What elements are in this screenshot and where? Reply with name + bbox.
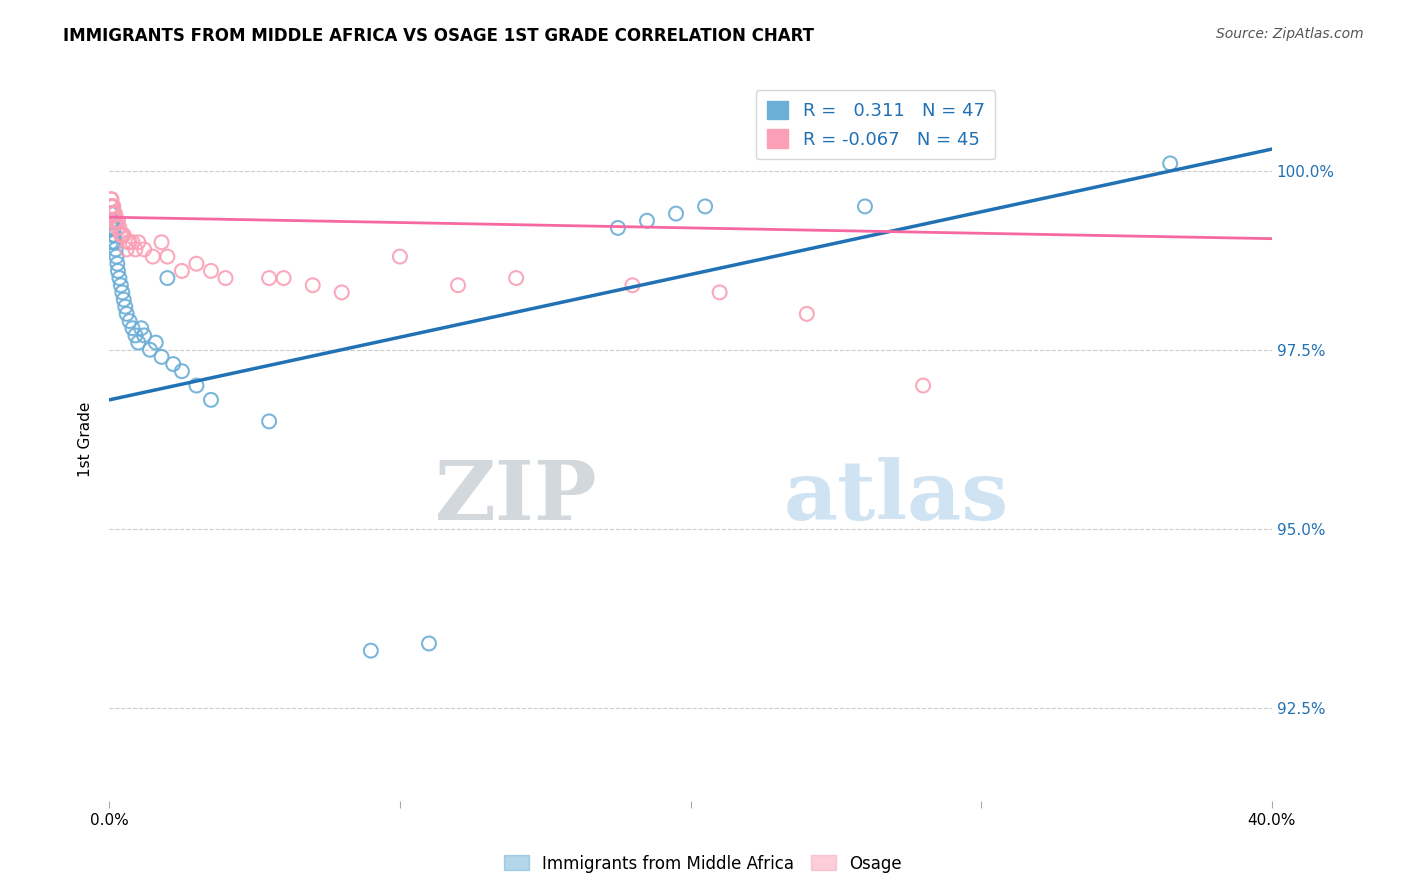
Point xyxy=(709,285,731,300)
Point xyxy=(388,250,411,264)
Point xyxy=(129,321,152,335)
Point xyxy=(103,228,125,243)
Point xyxy=(100,192,122,206)
Point xyxy=(107,213,129,227)
Point xyxy=(257,271,280,285)
Point xyxy=(115,307,138,321)
Point xyxy=(104,235,127,250)
Point xyxy=(110,278,132,293)
Point xyxy=(447,278,470,293)
Point xyxy=(606,221,628,235)
Point xyxy=(257,414,280,428)
Point xyxy=(145,335,167,350)
Point xyxy=(101,199,124,213)
Text: atlas: atlas xyxy=(783,458,1008,537)
Point xyxy=(186,378,208,392)
Point xyxy=(105,250,128,264)
Point xyxy=(1159,156,1181,170)
Point xyxy=(103,221,125,235)
Point xyxy=(103,235,125,250)
Point xyxy=(118,235,141,250)
Point xyxy=(127,235,149,250)
Point xyxy=(101,199,124,213)
Point xyxy=(142,250,165,264)
Point xyxy=(360,643,382,657)
Point xyxy=(110,228,132,243)
Point xyxy=(101,206,124,220)
Point xyxy=(100,235,122,250)
Point xyxy=(796,307,818,321)
Point xyxy=(112,293,135,307)
Point xyxy=(104,243,127,257)
Point xyxy=(665,206,688,220)
Point xyxy=(101,221,124,235)
Point xyxy=(103,221,125,235)
Point xyxy=(108,271,131,285)
Text: Source: ZipAtlas.com: Source: ZipAtlas.com xyxy=(1216,27,1364,41)
Point xyxy=(621,278,644,293)
Point xyxy=(200,264,222,278)
Point xyxy=(100,213,122,227)
Y-axis label: 1st Grade: 1st Grade xyxy=(79,401,93,477)
Point xyxy=(505,271,527,285)
Point xyxy=(100,199,122,213)
Point xyxy=(330,285,353,300)
Point xyxy=(124,328,146,343)
Text: ZIP: ZIP xyxy=(434,458,598,537)
Point xyxy=(912,378,935,392)
Point xyxy=(139,343,162,357)
Point xyxy=(170,264,193,278)
Point xyxy=(105,257,128,271)
Point xyxy=(112,228,135,243)
Point xyxy=(100,199,122,213)
Point xyxy=(121,235,143,250)
Point xyxy=(111,228,134,243)
Point xyxy=(134,243,156,257)
Point xyxy=(418,636,440,650)
Point xyxy=(156,250,179,264)
Point xyxy=(103,206,125,220)
Point xyxy=(101,206,124,220)
Point xyxy=(101,213,124,227)
Point xyxy=(853,199,876,213)
Point xyxy=(150,235,173,250)
Point xyxy=(107,264,129,278)
Point xyxy=(104,206,127,220)
Point xyxy=(101,199,124,213)
Point xyxy=(273,271,295,285)
Point xyxy=(134,328,156,343)
Point xyxy=(118,314,141,328)
Point xyxy=(105,213,128,227)
Point xyxy=(127,335,149,350)
Point xyxy=(124,243,146,257)
Point xyxy=(100,192,122,206)
Text: IMMIGRANTS FROM MIDDLE AFRICA VS OSAGE 1ST GRADE CORRELATION CHART: IMMIGRANTS FROM MIDDLE AFRICA VS OSAGE 1… xyxy=(63,27,814,45)
Point xyxy=(115,243,138,257)
Legend: R =   0.311   N = 47, R = -0.067   N = 45: R = 0.311 N = 47, R = -0.067 N = 45 xyxy=(755,90,995,160)
Point xyxy=(103,213,125,227)
Point xyxy=(214,271,236,285)
Point xyxy=(170,364,193,378)
Point xyxy=(114,300,136,314)
Point xyxy=(636,213,658,227)
Point xyxy=(101,228,124,243)
Point xyxy=(186,257,208,271)
Point xyxy=(103,206,125,220)
Point xyxy=(693,199,716,213)
Legend: Immigrants from Middle Africa, Osage: Immigrants from Middle Africa, Osage xyxy=(498,848,908,880)
Point xyxy=(101,228,124,243)
Point xyxy=(301,278,323,293)
Point xyxy=(111,285,134,300)
Point xyxy=(162,357,184,371)
Point xyxy=(105,221,128,235)
Point xyxy=(100,206,122,220)
Point xyxy=(103,199,125,213)
Point xyxy=(156,271,179,285)
Point xyxy=(101,206,124,220)
Point xyxy=(117,235,139,250)
Point xyxy=(108,221,131,235)
Point xyxy=(150,350,173,364)
Point xyxy=(121,321,143,335)
Point xyxy=(200,392,222,407)
